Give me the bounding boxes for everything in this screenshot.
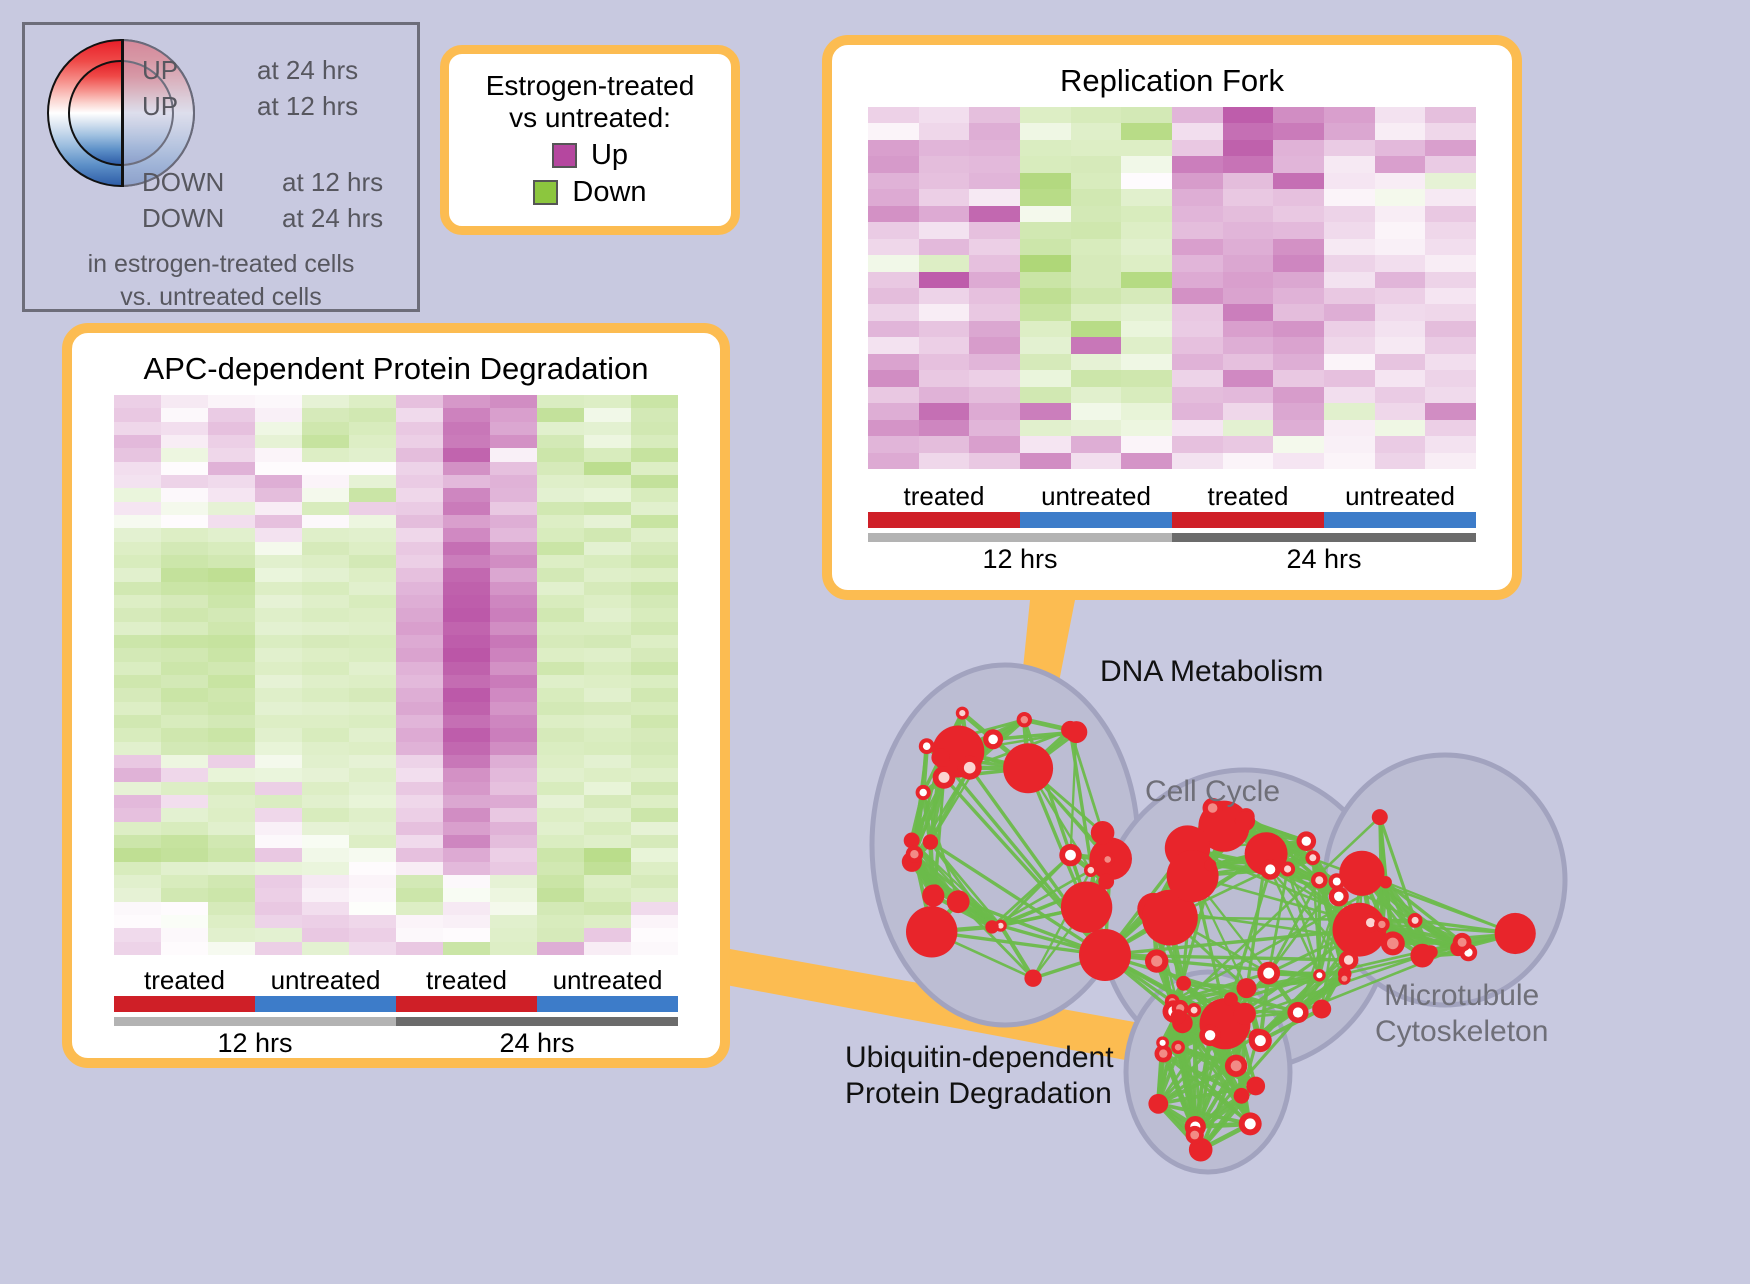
network-node-core <box>1316 972 1322 978</box>
network-node-core <box>1344 955 1353 964</box>
network-node[interactable] <box>1312 1000 1331 1019</box>
network-node-core <box>1341 976 1347 982</box>
network-node[interactable] <box>1246 1077 1265 1096</box>
network-node[interactable] <box>1003 743 1053 793</box>
network-node-core <box>1263 968 1274 979</box>
network-node-core <box>1265 864 1275 874</box>
network-node-core <box>988 735 998 745</box>
network-node[interactable] <box>1167 850 1219 902</box>
network-node[interactable] <box>1204 859 1216 871</box>
network-node-core <box>1309 854 1316 861</box>
network-node-core <box>1231 1060 1242 1071</box>
network-node[interactable] <box>1234 1003 1256 1025</box>
network-node-core <box>1245 1118 1256 1129</box>
network-node[interactable] <box>906 906 957 957</box>
network-graph <box>790 600 1750 1279</box>
network-node[interactable] <box>1380 876 1392 888</box>
network-node-core <box>1190 1131 1199 1140</box>
network-node[interactable] <box>1372 809 1388 825</box>
network-node-core <box>1160 1040 1166 1046</box>
network-node[interactable] <box>1098 874 1114 890</box>
network-node[interactable] <box>1148 1094 1168 1114</box>
network-node-core <box>1293 1007 1303 1017</box>
label-microtubule-cytoskeleton: Microtubule Cytoskeleton <box>1375 978 1548 1050</box>
network-node-core <box>1151 956 1162 967</box>
network-node-core <box>1021 716 1028 723</box>
network-node[interactable] <box>1237 978 1257 998</box>
network-node[interactable] <box>923 834 938 849</box>
network-node-core <box>1284 865 1291 872</box>
network-node[interactable] <box>931 748 949 766</box>
network-node-core <box>1458 938 1467 947</box>
network-node[interactable] <box>922 885 944 907</box>
network-node[interactable] <box>1339 851 1384 896</box>
label-ubiquitin-degradation: Ubiquitin-dependent Protein Degradation <box>845 1040 1114 1112</box>
network-node[interactable] <box>1234 1088 1250 1104</box>
network-node-core <box>1175 1044 1182 1051</box>
network-node[interactable] <box>985 920 998 933</box>
network-node-core <box>1387 938 1399 950</box>
network-node-core <box>998 923 1004 929</box>
network-node-core <box>1205 1030 1215 1040</box>
network-node-core <box>1333 878 1341 886</box>
network-node[interactable] <box>1495 913 1536 954</box>
network-node[interactable] <box>1410 944 1434 968</box>
network-node-core <box>959 710 965 716</box>
network-node-core <box>1255 1035 1266 1046</box>
network-diagram: DNA Metabolism Cell Cycle Microtubule Cy… <box>790 600 1750 1279</box>
network-node-core <box>1065 850 1076 861</box>
network-node-core <box>1315 876 1323 884</box>
network-node[interactable] <box>1235 811 1255 831</box>
network-node-core <box>964 762 976 774</box>
network-node-core <box>910 850 918 858</box>
network-node[interactable] <box>1176 976 1191 991</box>
network-node[interactable] <box>1091 821 1115 845</box>
label-cell-cycle: Cell Cycle <box>1145 775 1280 809</box>
network-node-core <box>920 789 927 796</box>
network-node[interactable] <box>1224 992 1238 1006</box>
network-node-core <box>939 772 950 783</box>
network-node-core <box>1302 837 1311 846</box>
network-node-core <box>923 742 931 750</box>
network-node[interactable] <box>1079 929 1131 981</box>
network-node[interactable] <box>1024 970 1041 987</box>
network-node-core <box>1104 856 1111 863</box>
network-node-core <box>1191 1007 1198 1014</box>
network-node-core <box>1378 921 1385 928</box>
network-node-core <box>1412 917 1419 924</box>
network-node[interactable] <box>1065 721 1087 743</box>
network-node-core <box>1366 918 1375 927</box>
label-dna-metabolism: DNA Metabolism <box>1100 655 1323 689</box>
network-node-core <box>1334 892 1344 902</box>
network-node-core <box>1159 1049 1167 1057</box>
network-node-core <box>1088 867 1095 874</box>
network-node[interactable] <box>1171 1009 1186 1024</box>
network-node[interactable] <box>947 890 970 913</box>
